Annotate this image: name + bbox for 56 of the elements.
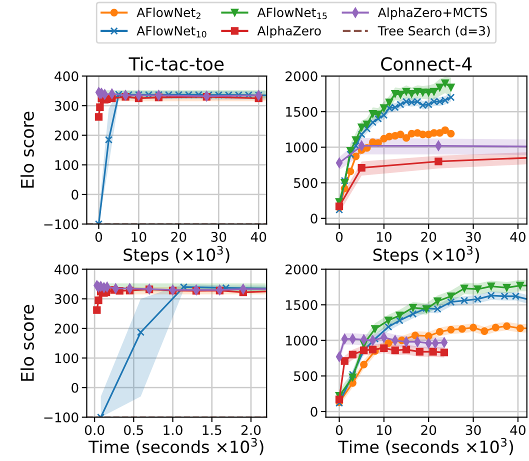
y-tick-label: −100 xyxy=(44,412,78,422)
y-tick-label: 0 xyxy=(72,382,78,393)
chart-title: Tic-tac-toe xyxy=(128,56,224,71)
x-axis-title: Time (seconds ×10$^{3}$) xyxy=(338,438,514,456)
y-tick-label: 2000 xyxy=(286,71,318,82)
y-tick-label: 100 xyxy=(55,160,78,170)
y-tick-label: 0 xyxy=(72,190,78,200)
x-tick-label: 20 xyxy=(421,232,436,242)
y-tick-label: 1000 xyxy=(286,336,318,346)
x-tick-label: 1.5 xyxy=(202,425,222,436)
y-tick-label: 300 xyxy=(54,294,78,304)
y-tick-label: 0 xyxy=(310,214,318,224)
x-tick-label: 0.0 xyxy=(84,425,104,436)
legend-label: AFlowNet$_{15}$ xyxy=(257,8,327,20)
x-tick-label: 1.0 xyxy=(164,425,182,436)
legend-label: Tree Search (d=3) xyxy=(378,26,490,37)
y-tick-label: 400 xyxy=(54,71,78,82)
x-tick-label: 30 xyxy=(466,232,481,242)
y-tick-label: −100 xyxy=(44,219,78,230)
y-tick-label: 100 xyxy=(55,353,78,364)
y-tick-label: 200 xyxy=(54,324,78,334)
y-tick-label: 200 xyxy=(54,130,78,140)
y-tick-label: 1500 xyxy=(286,300,318,310)
legend-label: AFlowNet$_{2}$ xyxy=(136,8,200,20)
x-tick-label: 0.5 xyxy=(124,425,144,436)
y-tick-label: 300 xyxy=(54,100,78,111)
x-axis-title: Steps (×10$^{3}$) xyxy=(124,246,230,264)
y-tick-label: 400 xyxy=(54,264,78,274)
x-tick-label: 40 xyxy=(510,232,526,242)
y-tick-label: 1000 xyxy=(286,142,318,152)
x-axis-title: Time (seconds ×10$^{3}$) xyxy=(88,438,264,456)
legend-label: AFlowNet$_{10}$ xyxy=(136,26,206,38)
y-tick-label: 1500 xyxy=(286,106,318,117)
x-tick-label: 10 xyxy=(376,425,392,436)
x-tick-label: 0 xyxy=(336,232,343,242)
x-tick-label: 20 xyxy=(421,425,436,436)
x-tick-label: 40 xyxy=(250,232,266,242)
y-tick-label: 500 xyxy=(294,178,318,188)
x-tick-label: 20 xyxy=(171,232,186,242)
y-axis-title: Elo score xyxy=(20,304,34,381)
x-tick-label: 2.0 xyxy=(241,425,261,436)
chart-title: Connect-4 xyxy=(381,57,472,71)
y-axis-title: Elo score xyxy=(20,112,34,188)
y-tick-label: 0 xyxy=(310,406,318,417)
legend-label: AlphaZero xyxy=(257,26,321,38)
x-tick-label: 0 xyxy=(95,232,102,242)
legend-label: AlphaZero+MCTS xyxy=(378,8,488,20)
x-tick-label: 30 xyxy=(466,425,481,436)
x-axis-title: Steps (×10$^{3}$) xyxy=(373,246,479,264)
x-tick-label: 0 xyxy=(336,425,343,436)
x-tick-label: 10 xyxy=(376,232,392,242)
y-tick-label: 500 xyxy=(294,371,318,382)
x-tick-label: 40 xyxy=(510,425,526,436)
x-tick-label: 10 xyxy=(132,232,146,242)
y-tick-label: 2000 xyxy=(286,264,318,274)
x-tick-label: 30 xyxy=(211,232,226,242)
